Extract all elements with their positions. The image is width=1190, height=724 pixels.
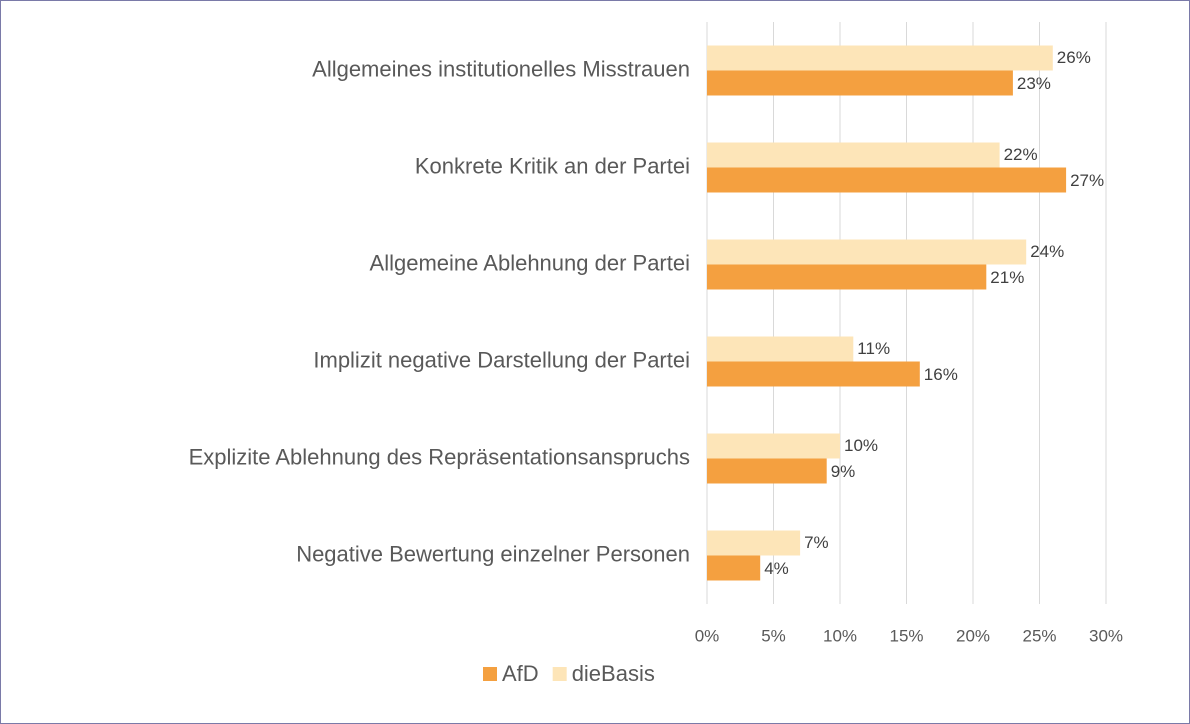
x-tick-label: 15% xyxy=(889,626,923,645)
legend-swatch xyxy=(483,667,497,681)
x-tick-label: 5% xyxy=(761,626,786,645)
category-label: Implizit negative Darstellung der Partei xyxy=(313,347,690,372)
category-label: Explizite Ablehnung des Repräsentationsa… xyxy=(189,444,690,469)
x-tick-label: 30% xyxy=(1089,626,1123,645)
bar xyxy=(707,264,987,290)
bar xyxy=(707,458,827,484)
bar xyxy=(707,530,801,556)
value-label: 22% xyxy=(1004,145,1038,164)
value-label: 21% xyxy=(990,268,1024,287)
value-label: 9% xyxy=(831,462,856,481)
bar xyxy=(707,361,920,387)
bar xyxy=(707,336,854,362)
bar xyxy=(707,239,1027,265)
value-label: 26% xyxy=(1057,48,1091,67)
bar xyxy=(707,142,1000,168)
value-label: 27% xyxy=(1070,171,1104,190)
bar xyxy=(707,45,1053,71)
value-label: 24% xyxy=(1030,242,1064,261)
value-label: 23% xyxy=(1017,74,1051,93)
legend-label: dieBasis xyxy=(572,661,655,686)
bar xyxy=(707,433,840,459)
value-label: 10% xyxy=(844,436,878,455)
bar xyxy=(707,555,761,581)
value-label: 7% xyxy=(804,533,829,552)
x-tick-label: 10% xyxy=(823,626,857,645)
category-label: Allgemeines institutionelles Misstrauen xyxy=(312,56,690,81)
bar xyxy=(707,70,1013,96)
bar xyxy=(707,167,1067,193)
x-tick-label: 20% xyxy=(956,626,990,645)
value-label: 16% xyxy=(924,365,958,384)
value-label: 11% xyxy=(857,339,890,358)
legend-label: AfD xyxy=(502,661,539,686)
x-tick-label: 25% xyxy=(1022,626,1056,645)
legend-swatch xyxy=(552,667,567,681)
value-label: 4% xyxy=(764,559,789,578)
category-label: Allgemeine Ablehnung der Partei xyxy=(370,250,690,275)
category-label: Konkrete Kritik an der Partei xyxy=(415,153,690,178)
x-tick-label: 0% xyxy=(695,626,720,645)
category-label: Negative Bewertung einzelner Personen xyxy=(296,541,690,566)
